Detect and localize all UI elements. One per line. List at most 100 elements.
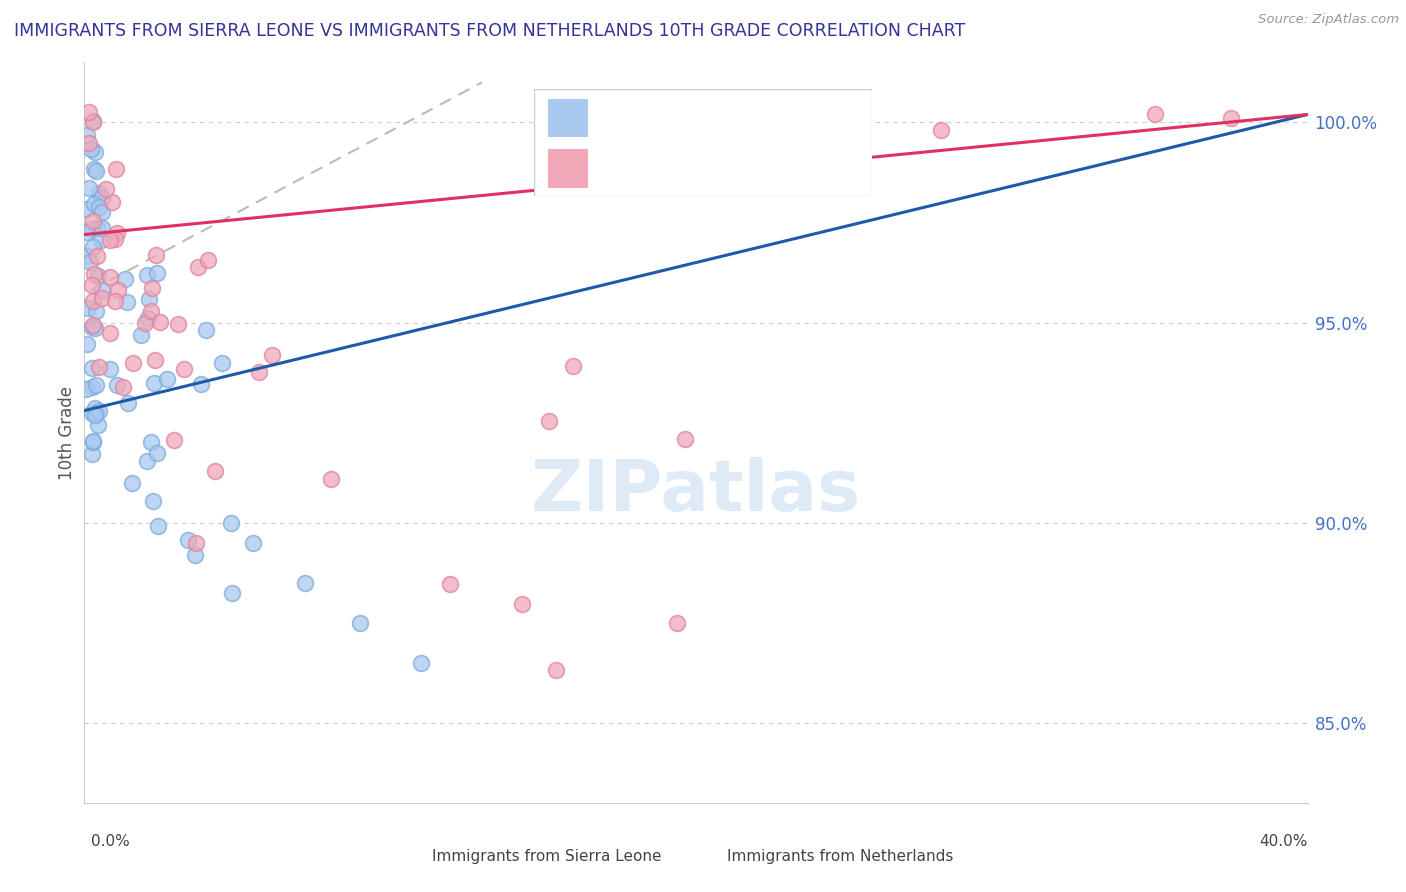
Point xyxy=(76,337,98,351)
Point xyxy=(114,272,136,286)
Point xyxy=(197,252,219,267)
Point xyxy=(80,142,103,156)
Point xyxy=(79,254,101,268)
Point xyxy=(84,401,107,415)
Point xyxy=(87,186,110,200)
Point xyxy=(82,222,104,236)
Point xyxy=(82,213,104,227)
Point xyxy=(82,240,104,254)
Point xyxy=(87,417,110,432)
Point xyxy=(84,164,107,178)
Point xyxy=(349,615,371,630)
Point xyxy=(211,356,233,370)
Point xyxy=(83,267,105,281)
Point xyxy=(136,454,159,468)
Point xyxy=(104,232,127,246)
Point xyxy=(139,434,162,449)
Point xyxy=(90,205,112,219)
Point xyxy=(141,281,163,295)
Point xyxy=(104,293,127,308)
Point xyxy=(84,304,107,318)
Point xyxy=(745,136,768,150)
Text: R = 0.254   N = 70: R = 0.254 N = 70 xyxy=(602,109,759,127)
Point xyxy=(77,301,100,315)
Point xyxy=(87,403,110,417)
Text: 0.0%: 0.0% xyxy=(91,834,131,849)
Point xyxy=(76,250,98,264)
Point xyxy=(87,268,110,283)
Point xyxy=(98,362,121,376)
Point xyxy=(83,321,105,335)
FancyBboxPatch shape xyxy=(548,99,588,137)
Point xyxy=(90,221,112,235)
Point xyxy=(1220,112,1243,126)
Point xyxy=(77,136,100,150)
Point xyxy=(87,360,110,375)
Text: ZIPatlas: ZIPatlas xyxy=(531,458,860,526)
Point xyxy=(134,316,156,330)
Point xyxy=(86,221,108,235)
Point xyxy=(190,376,212,391)
Point xyxy=(76,128,98,142)
Text: R = 0.207   N = 50: R = 0.207 N = 50 xyxy=(602,160,759,178)
Point xyxy=(145,247,167,261)
Point xyxy=(82,277,104,292)
Text: 40.0%: 40.0% xyxy=(1260,834,1308,849)
Point xyxy=(1143,107,1166,121)
Point xyxy=(79,181,101,195)
Point xyxy=(249,365,271,379)
Point xyxy=(82,113,104,128)
Point xyxy=(83,197,105,211)
Point xyxy=(221,586,243,600)
Point xyxy=(665,615,688,630)
Point xyxy=(141,303,163,318)
Point xyxy=(510,597,533,611)
Point xyxy=(111,380,134,394)
Point xyxy=(77,104,100,119)
Point xyxy=(82,293,104,308)
Point xyxy=(115,294,138,309)
Point xyxy=(82,318,104,332)
Point xyxy=(195,322,218,336)
Point xyxy=(186,536,208,550)
Point xyxy=(94,182,117,196)
Point xyxy=(80,319,103,334)
Point xyxy=(98,269,121,284)
Point xyxy=(143,353,166,368)
Point xyxy=(82,447,104,461)
Point xyxy=(260,347,283,361)
Point xyxy=(177,533,200,547)
Point xyxy=(166,317,188,331)
Point xyxy=(91,191,114,205)
Point xyxy=(117,395,139,409)
Point xyxy=(561,359,583,374)
Point xyxy=(242,535,264,549)
Point xyxy=(86,249,108,263)
Point xyxy=(84,408,107,422)
Point xyxy=(82,115,104,129)
Point xyxy=(929,123,952,137)
Point xyxy=(75,225,97,239)
Point xyxy=(91,291,114,305)
Point xyxy=(146,266,169,280)
Point xyxy=(105,378,128,392)
Text: Source: ZipAtlas.com: Source: ZipAtlas.com xyxy=(1258,13,1399,27)
Point xyxy=(83,161,105,176)
Text: Immigrants from Sierra Leone: Immigrants from Sierra Leone xyxy=(432,849,661,863)
Point xyxy=(544,663,567,677)
Point xyxy=(105,226,128,240)
Point xyxy=(146,446,169,460)
Point xyxy=(122,356,145,370)
Point xyxy=(184,548,207,562)
Point xyxy=(204,464,226,478)
Point xyxy=(98,326,121,340)
Point xyxy=(439,577,461,591)
Point xyxy=(138,292,160,306)
Point xyxy=(673,432,696,446)
Point xyxy=(173,362,195,376)
Point xyxy=(156,372,179,386)
Point xyxy=(409,656,432,670)
Point xyxy=(80,360,103,375)
Point xyxy=(76,202,98,216)
Point xyxy=(129,327,152,342)
